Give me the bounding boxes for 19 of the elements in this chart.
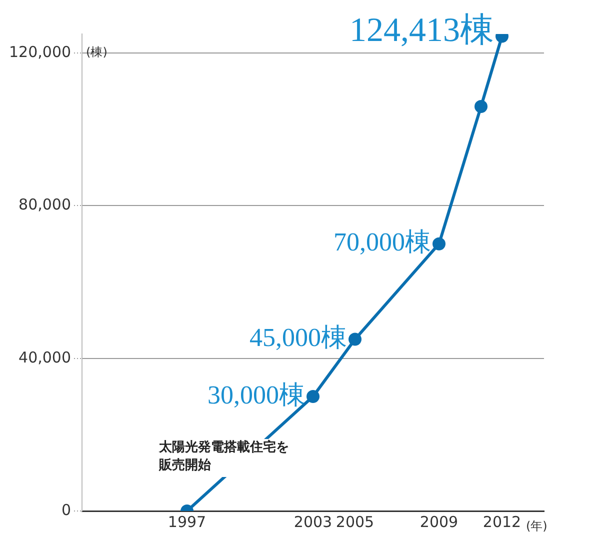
x-tick-label: 1997 xyxy=(168,512,206,531)
y-tick-label: 80,000 xyxy=(18,196,72,214)
point xyxy=(474,100,488,114)
y-tick-label: 120,000 xyxy=(9,42,72,61)
annotation: 太陽光発電搭載住宅を販売開始 xyxy=(158,438,290,473)
data-label: 70,000棟 xyxy=(334,228,432,257)
y-axis-title: (棟) xyxy=(86,45,108,60)
x-axis-title: (年) xyxy=(526,519,548,534)
point xyxy=(348,332,362,346)
point xyxy=(432,237,446,250)
x-tick-label: 2003 xyxy=(294,512,332,531)
data-label: 30,000棟 xyxy=(208,380,306,410)
data-label: 45,000棟 xyxy=(250,323,348,352)
x-tick-label: 2012 xyxy=(482,512,522,531)
y-tick-label: 40,000 xyxy=(18,348,72,366)
x-tick-label: 2009 xyxy=(420,512,458,531)
data-label: 124,413棟 xyxy=(350,12,494,50)
y-tick-label: 0 xyxy=(61,500,72,519)
x-tick-label: 2005 xyxy=(336,512,374,531)
